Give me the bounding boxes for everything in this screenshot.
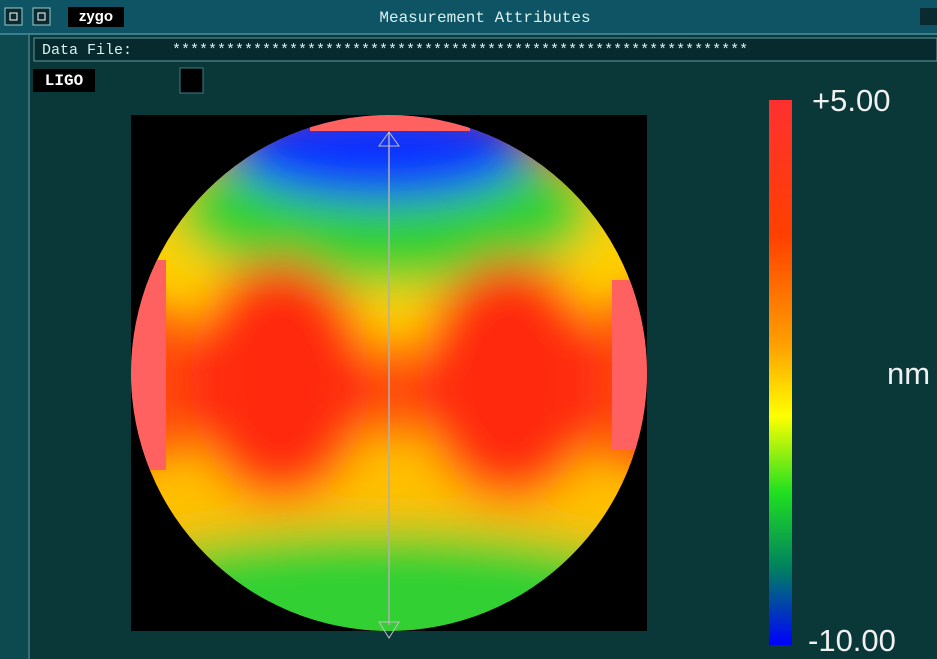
color-swatch[interactable]	[180, 68, 203, 93]
screen: zygo Measurement Attributes Data File: *…	[0, 0, 937, 659]
colorbar-unit: nm	[887, 356, 930, 391]
window: zygo Measurement Attributes Data File: *…	[0, 0, 937, 659]
logo: zygo	[79, 8, 113, 25]
window-title: Measurement Attributes	[379, 9, 590, 27]
panel-label: LIGO	[45, 72, 84, 90]
data-file-label: Data File:	[42, 42, 132, 59]
menu-icon[interactable]	[5, 8, 22, 25]
menu-icon[interactable]	[33, 8, 50, 25]
colorbar-min: -10.00	[808, 623, 896, 658]
data-file-value: ****************************************…	[172, 42, 748, 59]
colorbar	[769, 100, 792, 645]
left-frame	[0, 0, 30, 659]
corner-icon[interactable]	[920, 8, 937, 25]
colorbar-max: +5.00	[812, 83, 890, 118]
